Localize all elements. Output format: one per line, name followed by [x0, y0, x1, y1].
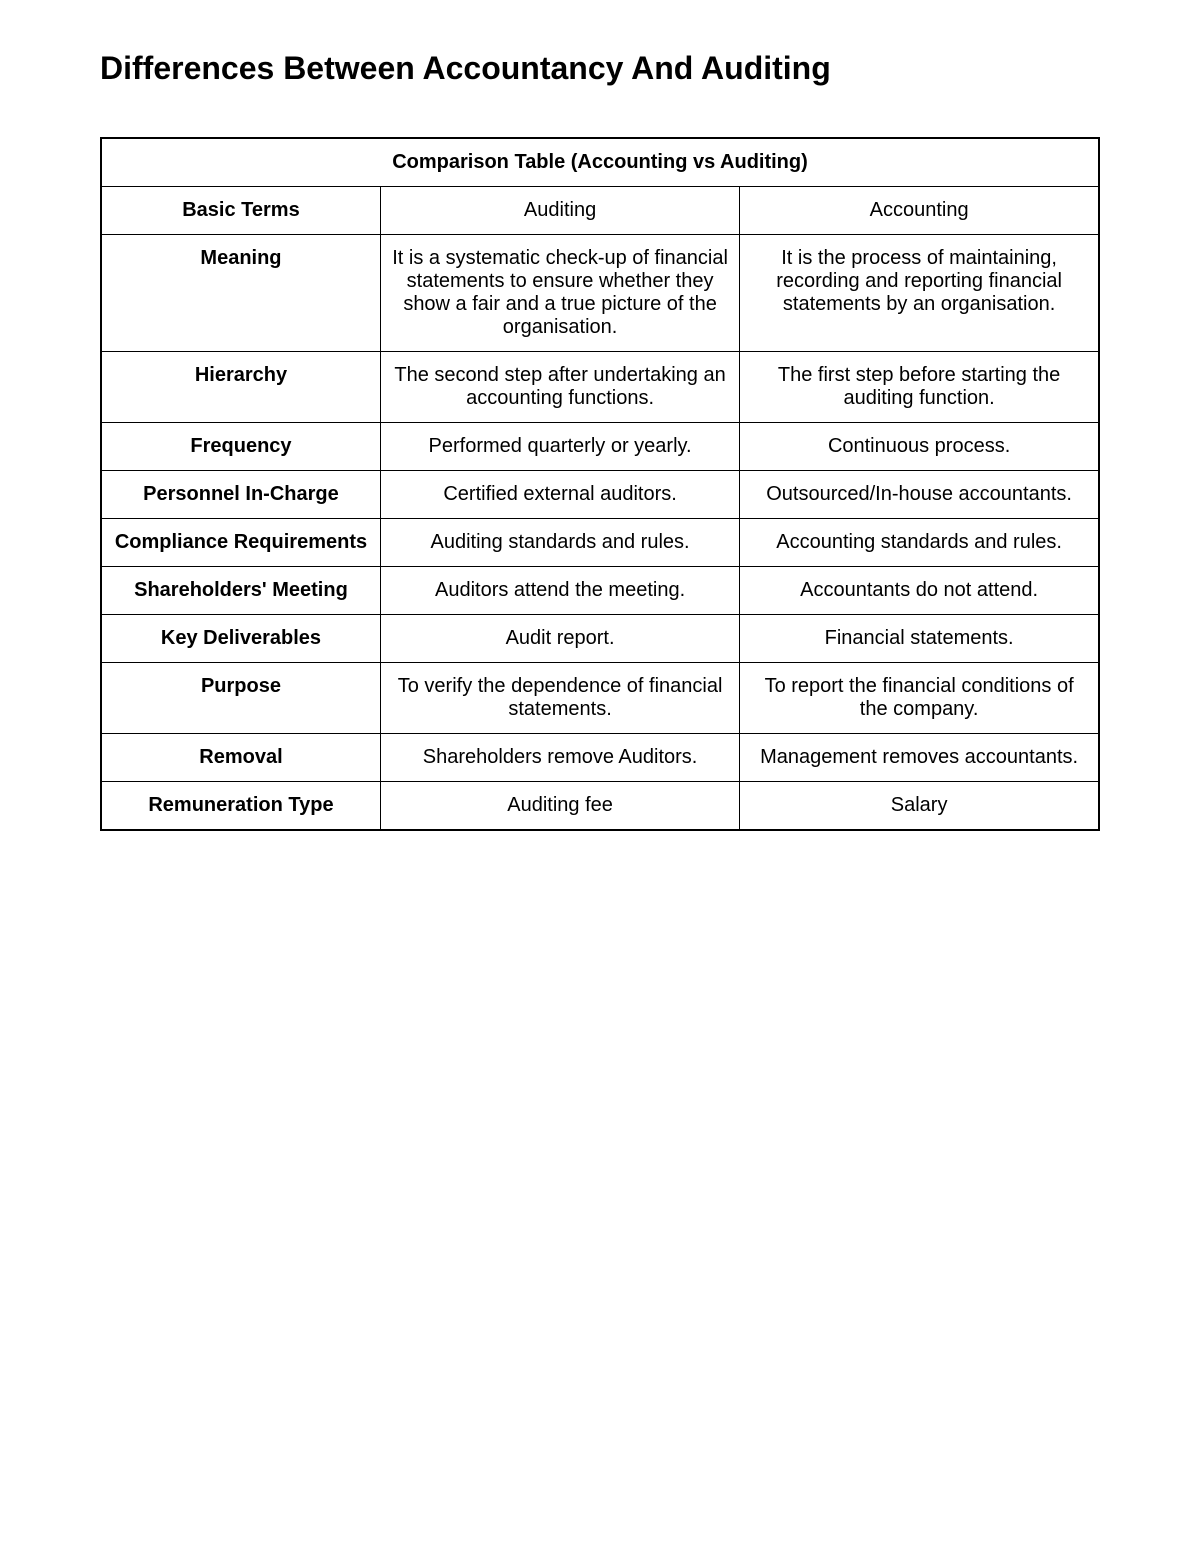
table-row: Hierarchy The second step after undertak…	[101, 352, 1099, 423]
term-cell: Remuneration Type	[101, 782, 380, 831]
accounting-cell: To report the financial conditions of th…	[740, 663, 1099, 734]
auditing-cell: Shareholders remove Auditors.	[380, 734, 739, 782]
table-row: Personnel In-Charge Certified external a…	[101, 471, 1099, 519]
accounting-cell: Salary	[740, 782, 1099, 831]
term-cell: Compliance Requirements	[101, 519, 380, 567]
accounting-cell: Outsourced/In-house accountants.	[740, 471, 1099, 519]
term-cell: Key Deliverables	[101, 615, 380, 663]
accounting-cell: Management removes accountants.	[740, 734, 1099, 782]
auditing-cell: To verify the dependence of financial st…	[380, 663, 739, 734]
table-row: Compliance Requirements Auditing standar…	[101, 519, 1099, 567]
column-header-accounting: Accounting	[740, 187, 1099, 235]
table-row: Frequency Performed quarterly or yearly.…	[101, 423, 1099, 471]
table-caption: Comparison Table (Accounting vs Auditing…	[101, 138, 1099, 187]
accounting-cell: Financial statements.	[740, 615, 1099, 663]
table-row: Key Deliverables Audit report. Financial…	[101, 615, 1099, 663]
accounting-cell: Accounting standards and rules.	[740, 519, 1099, 567]
accounting-cell: Continuous process.	[740, 423, 1099, 471]
comparison-table: Comparison Table (Accounting vs Auditing…	[100, 137, 1100, 831]
auditing-cell: The second step after undertaking an acc…	[380, 352, 739, 423]
auditing-cell: Auditors attend the meeting.	[380, 567, 739, 615]
term-cell: Frequency	[101, 423, 380, 471]
auditing-cell: It is a systematic check-up of financial…	[380, 235, 739, 352]
term-cell: Removal	[101, 734, 380, 782]
accounting-cell: It is the process of maintaining, record…	[740, 235, 1099, 352]
column-header-auditing: Auditing	[380, 187, 739, 235]
table-row: Remuneration Type Auditing fee Salary	[101, 782, 1099, 831]
table-row: Removal Shareholders remove Auditors. Ma…	[101, 734, 1099, 782]
auditing-cell: Auditing fee	[380, 782, 739, 831]
column-header-terms: Basic Terms	[101, 187, 380, 235]
table-row: Meaning It is a systematic check-up of f…	[101, 235, 1099, 352]
table-header-row: Basic Terms Auditing Accounting	[101, 187, 1099, 235]
term-cell: Shareholders' Meeting	[101, 567, 380, 615]
accounting-cell: Accountants do not attend.	[740, 567, 1099, 615]
auditing-cell: Audit report.	[380, 615, 739, 663]
table-body: Meaning It is a systematic check-up of f…	[101, 235, 1099, 831]
auditing-cell: Auditing standards and rules.	[380, 519, 739, 567]
term-cell: Hierarchy	[101, 352, 380, 423]
term-cell: Meaning	[101, 235, 380, 352]
term-cell: Personnel In-Charge	[101, 471, 380, 519]
table-row: Shareholders' Meeting Auditors attend th…	[101, 567, 1099, 615]
accounting-cell: The first step before starting the audit…	[740, 352, 1099, 423]
table-caption-row: Comparison Table (Accounting vs Auditing…	[101, 138, 1099, 187]
auditing-cell: Certified external auditors.	[380, 471, 739, 519]
auditing-cell: Performed quarterly or yearly.	[380, 423, 739, 471]
page-title: Differences Between Accountancy And Audi…	[100, 50, 1100, 87]
table-row: Purpose To verify the dependence of fina…	[101, 663, 1099, 734]
term-cell: Purpose	[101, 663, 380, 734]
